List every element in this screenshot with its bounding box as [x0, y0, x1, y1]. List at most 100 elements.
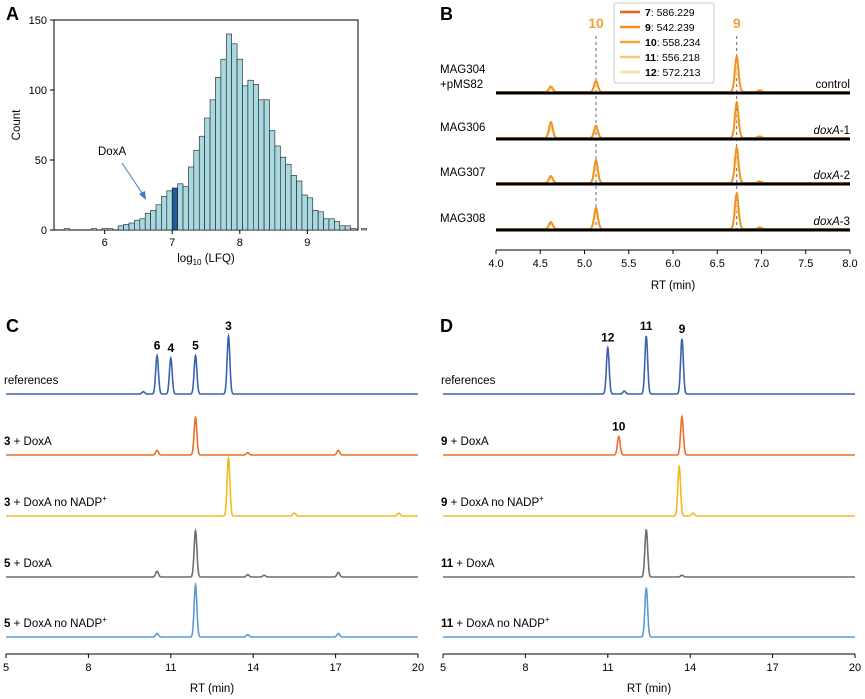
x-tick-label: 7.5	[798, 258, 813, 270]
y-tick-label: 150	[29, 15, 47, 27]
x-axis-title: RT (min)	[627, 683, 671, 695]
histogram-bar	[242, 85, 249, 231]
x-tick-label: 17	[766, 662, 778, 674]
histogram-bar	[204, 117, 211, 231]
trace-line	[6, 528, 418, 578]
trace-right-label: doxA-1	[814, 125, 850, 137]
trace-right-label: doxA-3	[814, 216, 850, 228]
marker-label-9: 9	[733, 15, 741, 31]
y-axis-label: Count	[11, 109, 23, 140]
trace-label: 5 + DoxA no NADP+	[4, 615, 107, 630]
histogram-bar	[144, 212, 151, 231]
trace-label: 5 + DoxA	[4, 558, 52, 570]
peak-label-12: 12	[601, 331, 615, 345]
histogram-bar	[182, 186, 189, 231]
histogram-bar	[280, 156, 287, 231]
peak-label-3: 3	[225, 319, 232, 333]
histogram-bar	[107, 228, 114, 231]
histogram-bar	[263, 99, 270, 231]
y-tick-label: 100	[29, 85, 47, 97]
legend-entry: 11: 556.218	[645, 52, 700, 64]
x-tick-label: 11	[602, 662, 613, 674]
histogram-bar	[296, 180, 303, 231]
trace-right-label: control	[815, 79, 850, 91]
doxa-arrow-head	[139, 191, 146, 200]
trace-label: 11 + DoxA	[441, 558, 495, 570]
x-tick-label: 8	[85, 662, 91, 674]
panel-d-x-axis: 5 8 11 14 17 20 RT (min)	[440, 653, 861, 695]
histogram-bar	[301, 194, 308, 231]
x-tick-label: 9	[304, 237, 310, 249]
panel-c-chromatograms: references 3 + DoxA 3 + DoxA no NADP+ 5 + D…	[3, 319, 424, 695]
histogram-bar	[171, 187, 178, 231]
histogram-bar	[269, 130, 276, 231]
marker-label-10: 10	[588, 15, 604, 31]
trace-right-label: doxA-2	[814, 170, 850, 182]
histogram-bar	[128, 222, 135, 231]
x-tick-label: 7.0	[754, 258, 769, 270]
histogram-bar	[247, 79, 254, 231]
trace-label: references	[441, 375, 496, 387]
histogram-bar	[307, 197, 314, 231]
trace-left-label: MAG306	[440, 122, 485, 134]
histogram-bar	[225, 33, 232, 231]
histogram-bar	[161, 196, 168, 231]
panel-label-c: C	[6, 316, 19, 336]
y-axis-ticks: 0 50 100 150	[29, 15, 54, 237]
panel-label-a: A	[6, 4, 19, 24]
histogram-bar	[150, 210, 157, 231]
peak-label-11: 11	[640, 319, 653, 333]
trace-label: 11 + DoxA no NADP+	[441, 615, 550, 630]
peak-label-9: 9	[679, 322, 686, 336]
legend-entry: 7: 586.229	[645, 7, 695, 19]
panel-d-traces: references 9 + DoxA 9 + DoxA no NADP+ 11 + …	[441, 319, 855, 638]
histogram-bar	[188, 166, 195, 231]
histogram-bar	[134, 219, 141, 231]
y-tick-label: 0	[41, 225, 47, 237]
trace-label: 3 + DoxA	[4, 436, 52, 448]
x-axis-title: RT (min)	[651, 280, 695, 292]
histogram-bar	[317, 211, 324, 231]
panel-b-traces: 10 9 MAG304 +pMS82 control MAG306 doxA-1 MAG307…	[440, 15, 850, 232]
x-tick-label: 14	[247, 662, 259, 674]
legend-entry: 10: 558.234	[645, 37, 701, 49]
x-tick-label: 8.0	[842, 258, 857, 270]
histogram-bar	[63, 228, 70, 231]
y-tick-label: 50	[35, 155, 47, 167]
x-tick-label: 17	[329, 662, 341, 674]
trace-line	[6, 582, 418, 638]
doxa-annotation: DoxA	[98, 146, 126, 158]
histogram-bar	[323, 218, 330, 231]
trace-line	[443, 529, 855, 578]
peak-label-4: 4	[167, 341, 174, 355]
histogram-bar	[139, 218, 146, 231]
x-tick-label: 4.5	[533, 258, 548, 270]
histogram-bar	[101, 228, 108, 231]
trace-line	[6, 415, 418, 456]
histogram-bar	[350, 228, 357, 231]
x-tick-label: 5.5	[621, 258, 636, 270]
x-axis-title: RT (min)	[190, 683, 234, 695]
histogram-bar	[198, 135, 205, 231]
trace-label: 9 + DoxA no NADP+	[441, 494, 544, 509]
legend-box	[613, 2, 715, 84]
histogram-bar	[220, 58, 227, 231]
panel-b-legend: 7: 586.229 9: 542.239 10: 558.234 11: 556.2…	[613, 2, 715, 84]
histogram-bars	[63, 33, 368, 231]
trace-left-label: MAG308	[440, 213, 485, 225]
panel-b-x-axis: 4.0 4.5 5.0 5.5 6.0 6.5 7.0 7.5 8.0 RT (min)	[488, 249, 858, 292]
trace-line	[496, 191, 850, 230]
trace-line	[443, 587, 855, 638]
x-axis-label: log10 (LFQ)	[177, 253, 235, 267]
histogram-bar	[193, 149, 200, 231]
doxa-arrow-line	[121, 162, 145, 197]
trace-label: 3 + DoxA no NADP+	[4, 494, 107, 509]
x-tick-label: 7	[169, 237, 175, 249]
trace-line	[443, 335, 855, 395]
panel-a-histogram: 6 7 8 9 0 50 100 150 Count log10 (LFQ) DoxA	[11, 15, 368, 267]
histogram-bar	[90, 228, 97, 231]
trace-label: references	[4, 375, 59, 387]
panel-c-x-axis: 5 8 11 14 17 20 RT (min)	[3, 653, 424, 695]
x-tick-label: 6	[102, 237, 108, 249]
